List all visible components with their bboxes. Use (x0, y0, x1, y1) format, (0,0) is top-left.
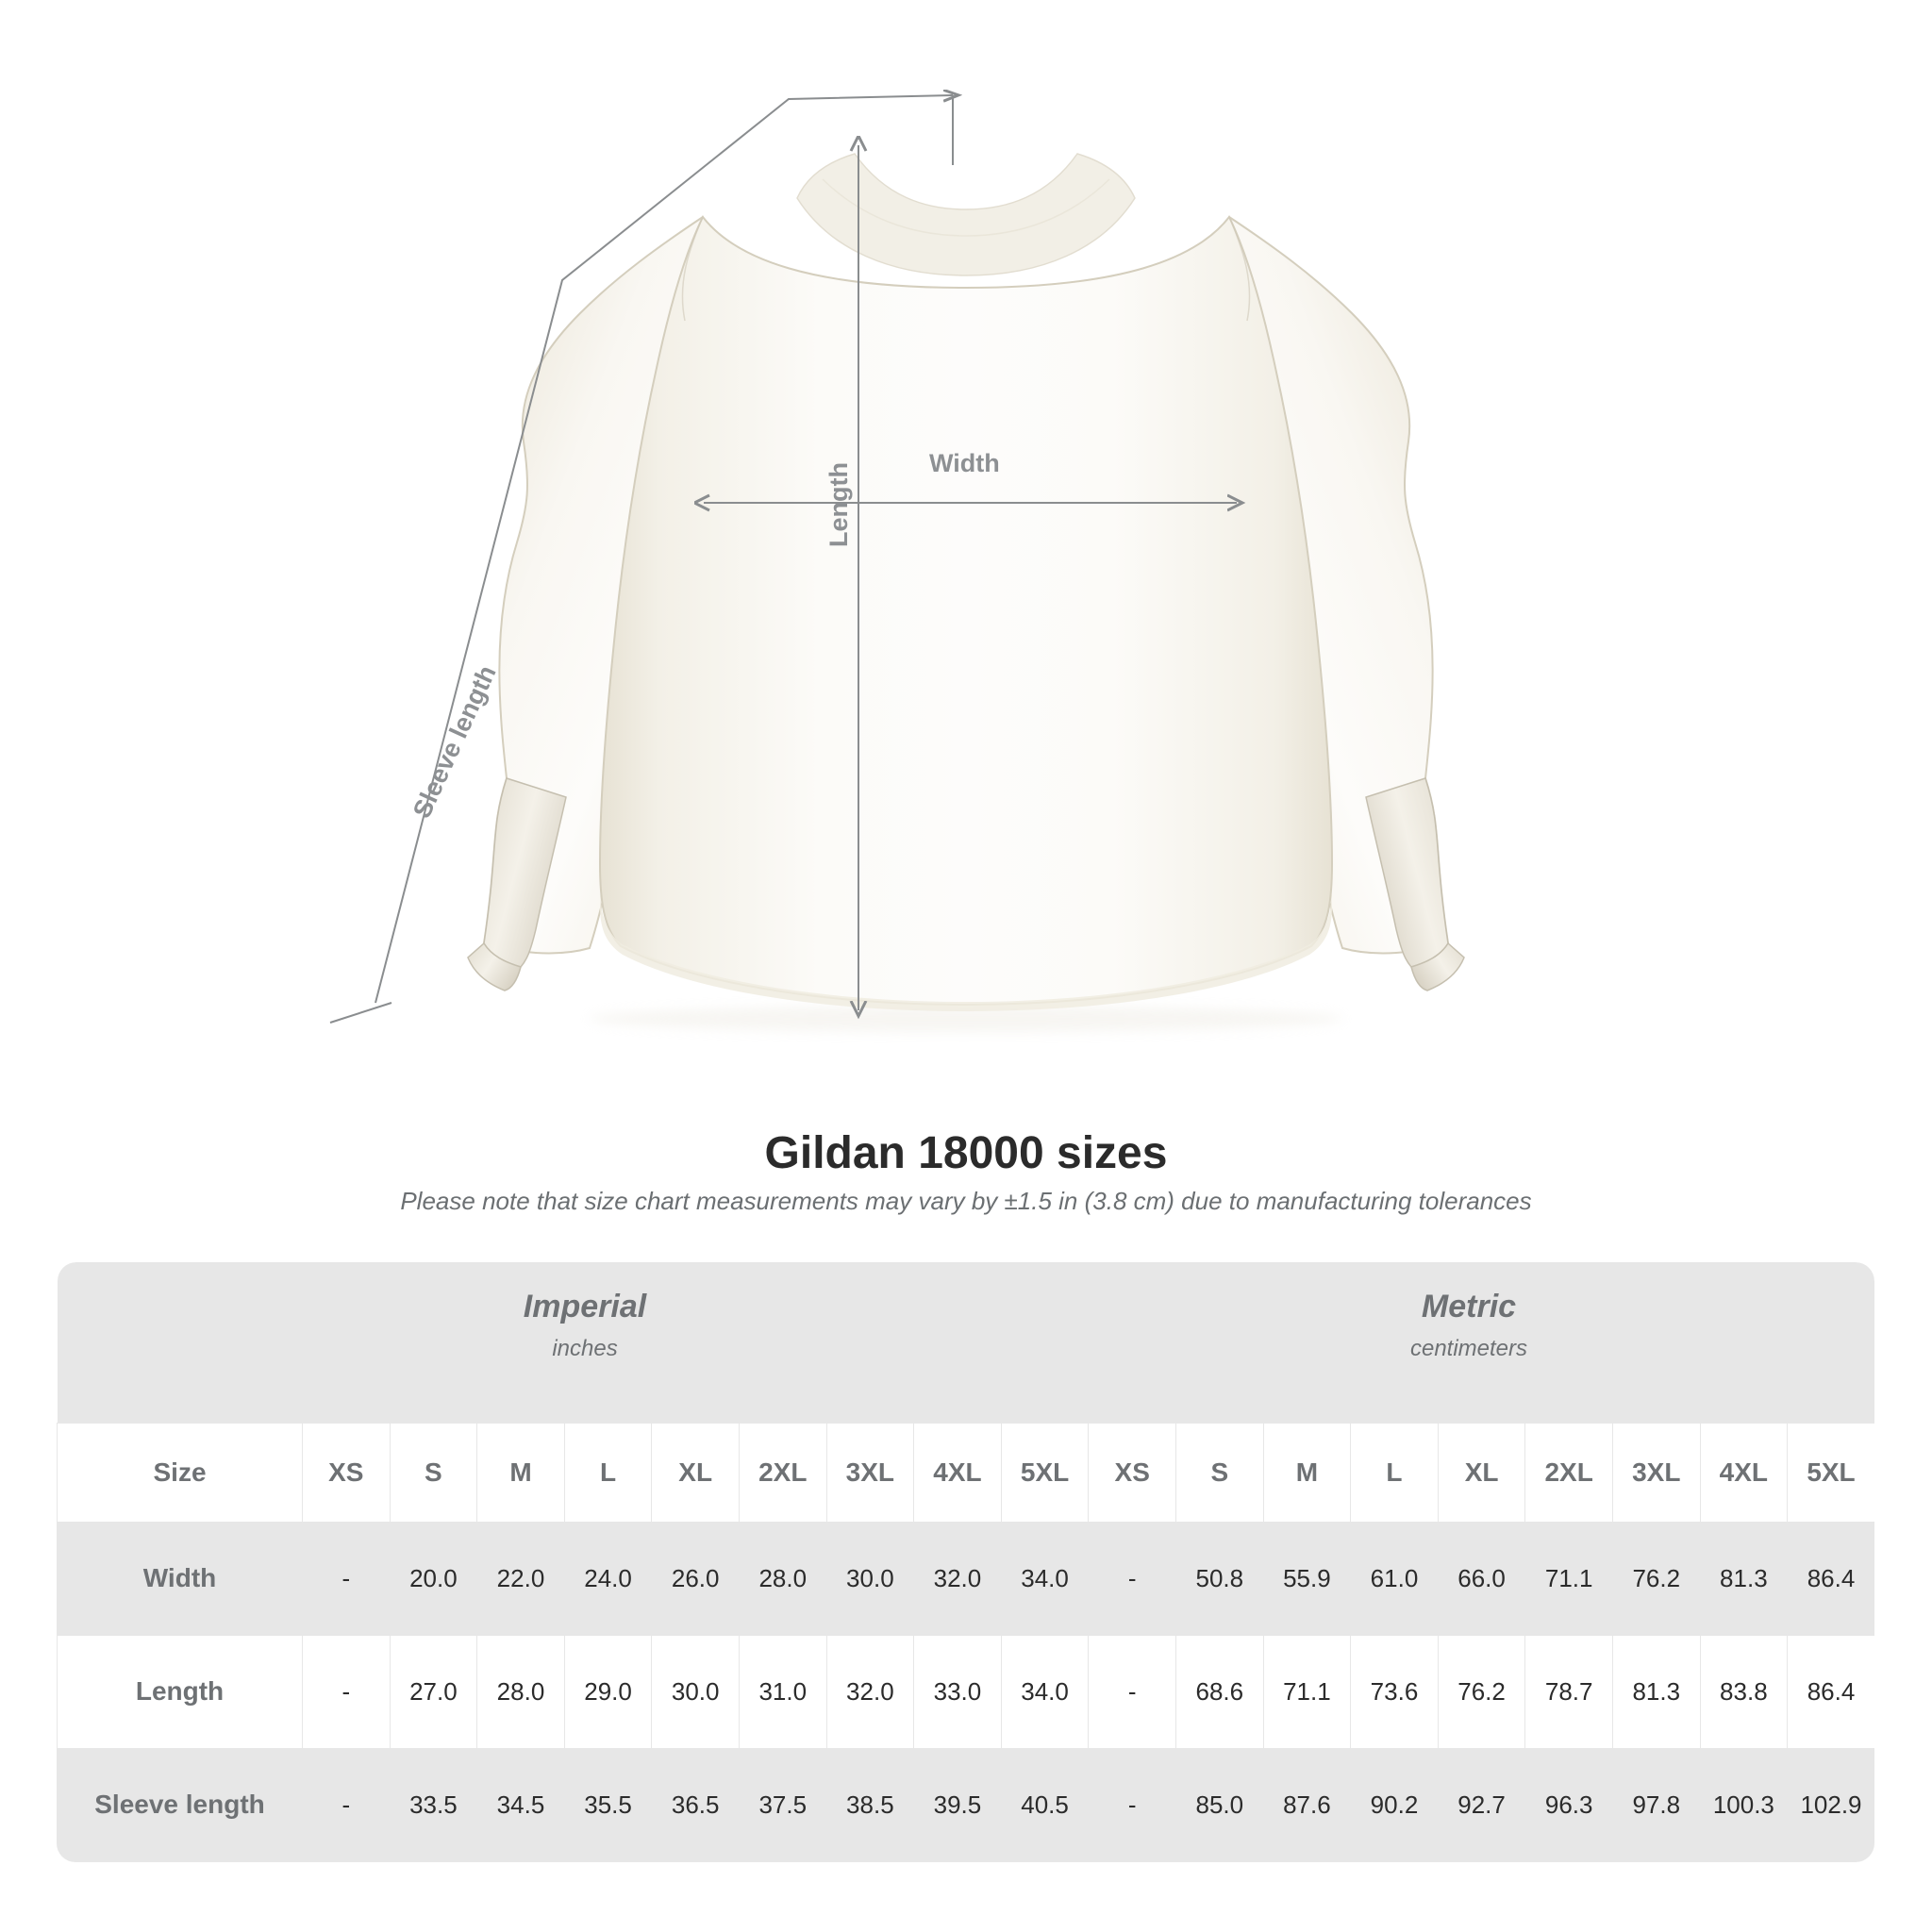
svg-text:Width: Width (929, 449, 1000, 477)
svg-text:Length: Length (824, 462, 853, 547)
